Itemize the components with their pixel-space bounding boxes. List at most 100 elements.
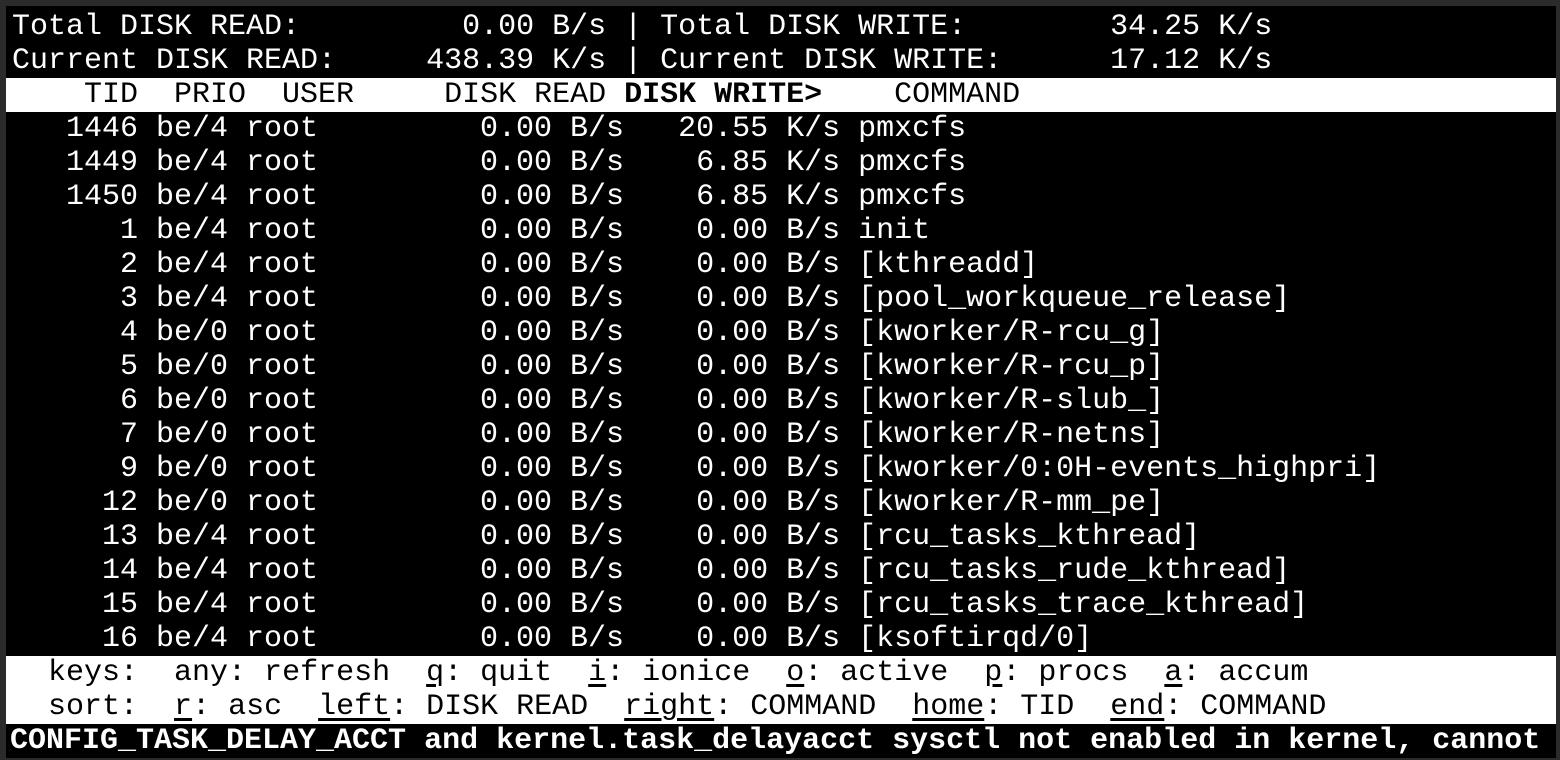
- disk-read-cell: 0.00 B/s: [480, 520, 625, 554]
- current-read-label: Current DISK READ:: [12, 44, 337, 78]
- column-command[interactable]: COMMAND: [894, 78, 1021, 112]
- user-cell: root: [246, 146, 319, 180]
- command-cell: [kworker/R-slub_]: [858, 384, 1165, 418]
- table-row[interactable]: 14 be/4 root 0.00 B/s 0.00 B/s [rcu_tasks_rud…: [12, 554, 1556, 588]
- user-cell: root: [246, 554, 319, 588]
- column-header: TID PRIO USER DISK READ DISK WRITE> COMM…: [6, 78, 1556, 112]
- disk-read-cell: 0.00 B/s: [480, 146, 625, 180]
- command-cell: [rcu_tasks_kthread]: [858, 520, 1201, 554]
- keys-shortcut[interactable]: i: ionice: [588, 656, 750, 690]
- prio-cell: be/4: [156, 588, 229, 622]
- sort-shortcut[interactable]: end: COMMAND: [1110, 690, 1326, 724]
- table-row[interactable]: 15 be/4 root 0.00 B/s 0.00 B/s [rcu_tasks_tra…: [12, 588, 1556, 622]
- footer-keys-line: keys: any: refresh q: quit i: ionice o: …: [6, 656, 1556, 690]
- tid-cell: 1: [120, 214, 139, 248]
- user-cell: root: [246, 452, 319, 486]
- user-cell: root: [246, 588, 319, 622]
- table-row[interactable]: 1449 be/4 root 0.00 B/s 6.85 K/s pmxcfs: [12, 146, 1556, 180]
- user-cell: root: [246, 180, 319, 214]
- shortcut-description: : COMMAND: [714, 690, 877, 724]
- sort-shortcut[interactable]: left: DISK READ: [318, 690, 588, 724]
- prio-cell: be/4: [156, 520, 229, 554]
- shortcut-description: : asc: [192, 690, 283, 724]
- user-cell: root: [246, 622, 319, 656]
- column-disk-write[interactable]: DISK WRITE>: [624, 78, 823, 112]
- tid-cell: 6: [120, 384, 139, 418]
- table-row[interactable]: 1450 be/4 root 0.00 B/s 6.85 K/s pmxcfs: [12, 180, 1556, 214]
- table-row[interactable]: 16 be/4 root 0.00 B/s 0.00 B/s [ksoftirqd/0]: [12, 622, 1556, 656]
- shortcut-description: : DISK READ: [390, 690, 589, 724]
- keys-shortcut[interactable]: a: accum: [1164, 656, 1308, 690]
- disk-write-cell: 0.00 B/s: [696, 282, 841, 316]
- tid-cell: 16: [102, 622, 139, 656]
- disk-write-cell: 0.00 B/s: [696, 384, 841, 418]
- keys-shortcut[interactable]: any: refresh: [174, 656, 390, 690]
- table-row[interactable]: 7 be/0 root 0.00 B/s 0.00 B/s [kworker/R-netn…: [12, 418, 1556, 452]
- prio-cell: be/0: [156, 384, 229, 418]
- terminal-window[interactable]: Total DISK READ: 0.00 B/s | Total DISK W…: [6, 6, 1556, 758]
- command-cell: init: [858, 214, 931, 248]
- keys-shortcut[interactable]: p: procs: [984, 656, 1128, 690]
- table-row[interactable]: 12 be/0 root 0.00 B/s 0.00 B/s [kworker/R-mm_…: [12, 486, 1556, 520]
- tid-cell: 4: [120, 316, 139, 350]
- table-row[interactable]: 1 be/4 root 0.00 B/s 0.00 B/s init: [12, 214, 1556, 248]
- tid-cell: 5: [120, 350, 139, 384]
- shortcut-key: right: [624, 690, 715, 724]
- table-row[interactable]: 1446 be/4 root 0.00 B/s 20.55 K/s pmxcfs: [12, 112, 1556, 146]
- command-cell: [kworker/R-rcu_g]: [858, 316, 1165, 350]
- shortcut-description: : active: [804, 656, 949, 690]
- separator: |: [624, 10, 643, 44]
- shortcut-description: : quit: [444, 656, 553, 690]
- disk-read-cell: 0.00 B/s: [480, 282, 625, 316]
- sort-shortcut[interactable]: right: COMMAND: [624, 690, 876, 724]
- disk-read-cell: 0.00 B/s: [480, 588, 625, 622]
- command-cell: pmxcfs: [858, 112, 967, 146]
- disk-write-cell: 6.85 K/s: [696, 180, 841, 214]
- shortcut-description: : TID: [984, 690, 1075, 724]
- summary-current-line: Current DISK READ: 438.39 K/s | Current …: [12, 44, 1556, 78]
- sort-shortcut[interactable]: r: asc: [174, 690, 282, 724]
- user-cell: root: [246, 282, 319, 316]
- table-row[interactable]: 3 be/4 root 0.00 B/s 0.00 B/s [pool_workqueue…: [12, 282, 1556, 316]
- summary-total-line: Total DISK READ: 0.00 B/s | Total DISK W…: [12, 10, 1556, 44]
- keys-shortcut[interactable]: q: quit: [426, 656, 552, 690]
- keys-label: keys:: [48, 656, 139, 690]
- column-disk-read[interactable]: DISK READ: [444, 78, 607, 112]
- table-row[interactable]: 9 be/0 root 0.00 B/s 0.00 B/s [kworker/0:0H-e…: [12, 452, 1556, 486]
- column-prio[interactable]: PRIO: [174, 78, 247, 112]
- table-row[interactable]: 6 be/0 root 0.00 B/s 0.00 B/s [kworker/R-slub…: [12, 384, 1556, 418]
- table-row[interactable]: 13 be/4 root 0.00 B/s 0.00 B/s [rcu_tasks_kth…: [12, 520, 1556, 554]
- column-user[interactable]: USER: [282, 78, 355, 112]
- keys-shortcut[interactable]: o: active: [786, 656, 948, 690]
- tid-cell: 9: [120, 452, 139, 486]
- tid-cell: 1446: [66, 112, 139, 146]
- command-cell: [kworker/R-mm_pe]: [858, 486, 1165, 520]
- command-cell: [rcu_tasks_rude_kthread]: [858, 554, 1291, 588]
- sort-label: sort:: [48, 690, 139, 724]
- tid-cell: 13: [102, 520, 139, 554]
- column-tid[interactable]: TID: [84, 78, 139, 112]
- sort-shortcut[interactable]: home: TID: [912, 690, 1074, 724]
- table-row[interactable]: 2 be/4 root 0.00 B/s 0.00 B/s [kthreadd]: [12, 248, 1556, 282]
- disk-read-cell: 0.00 B/s: [480, 214, 625, 248]
- disk-write-cell: 0.00 B/s: [696, 486, 841, 520]
- shortcut-key: p: [984, 656, 1003, 690]
- tid-cell: 3: [120, 282, 139, 316]
- current-write-value: 17.12 K/s: [1110, 44, 1273, 78]
- prio-cell: be/4: [156, 112, 229, 146]
- shortcut-key: i: [588, 656, 607, 690]
- disk-write-cell: 0.00 B/s: [696, 248, 841, 282]
- shortcut-key: q: [426, 656, 445, 690]
- user-cell: root: [246, 384, 319, 418]
- shortcut-description: any: refresh: [174, 656, 391, 690]
- command-cell: [kworker/0:0H-events_highpri]: [858, 452, 1381, 486]
- table-row[interactable]: 4 be/0 root 0.00 B/s 0.00 B/s [kworker/R-rcu_…: [12, 316, 1556, 350]
- tid-cell: 14: [102, 554, 139, 588]
- prio-cell: be/4: [156, 554, 229, 588]
- tid-cell: 7: [120, 418, 139, 452]
- table-row[interactable]: 5 be/0 root 0.00 B/s 0.00 B/s [kworker/R-rcu_…: [12, 350, 1556, 384]
- disk-write-cell: 0.00 B/s: [696, 418, 841, 452]
- shortcut-key: a: [1164, 656, 1183, 690]
- separator: |: [624, 44, 643, 78]
- prio-cell: be/4: [156, 146, 229, 180]
